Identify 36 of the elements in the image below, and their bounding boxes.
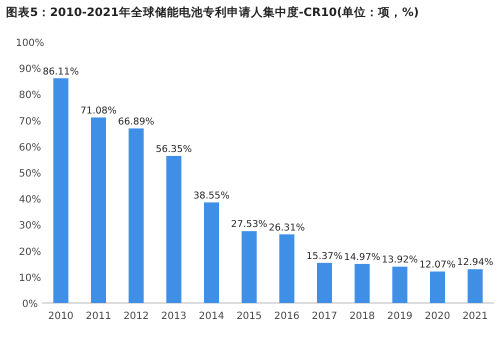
value-label: 14.97% xyxy=(344,252,380,263)
ytick: 20% xyxy=(18,246,42,258)
ytick: 0% xyxy=(22,299,38,310)
xtick: 2017 xyxy=(312,311,338,322)
ytick: 50% xyxy=(18,168,42,180)
xtick: 2019 xyxy=(387,311,413,322)
value-label: 86.11% xyxy=(42,66,79,78)
value-label: 13.92% xyxy=(382,254,418,266)
ytick: 10% xyxy=(18,272,42,284)
ytick: 30% xyxy=(18,220,42,232)
value-label: 27.53% xyxy=(231,219,268,230)
value-label: 56.35% xyxy=(156,144,192,155)
xtick: 2020 xyxy=(424,311,450,322)
xtick: 2014 xyxy=(198,311,224,322)
title: 图表5：2010-2021年全球储能电池专利申请人集中度-CR10(单位：项，%) xyxy=(6,5,419,19)
ytick: 40% xyxy=(18,194,42,206)
xtick: 2013 xyxy=(161,311,187,322)
value-label: 38.55% xyxy=(193,190,230,202)
ytick: 100% xyxy=(16,38,44,49)
value-label: 26.31% xyxy=(268,222,305,234)
value-label: 12.94% xyxy=(457,257,494,268)
xtick: 2015 xyxy=(236,311,262,322)
xtick: 2012 xyxy=(123,311,149,322)
value-label: 66.89% xyxy=(118,116,154,128)
ytick: 60% xyxy=(18,142,42,154)
xtick: 2018 xyxy=(349,311,375,322)
xtick: 2021 xyxy=(462,311,488,322)
ytick: 70% xyxy=(18,116,42,128)
xtick: 2011 xyxy=(86,311,112,322)
ytick: 80% xyxy=(18,90,42,102)
xtick: 2010 xyxy=(48,311,74,322)
value-label: 15.37% xyxy=(306,250,343,262)
value-label: 12.07% xyxy=(419,260,456,270)
xtick: 2016 xyxy=(274,311,300,322)
ytick: 90% xyxy=(18,64,42,76)
value-label: 71.08% xyxy=(80,105,117,116)
